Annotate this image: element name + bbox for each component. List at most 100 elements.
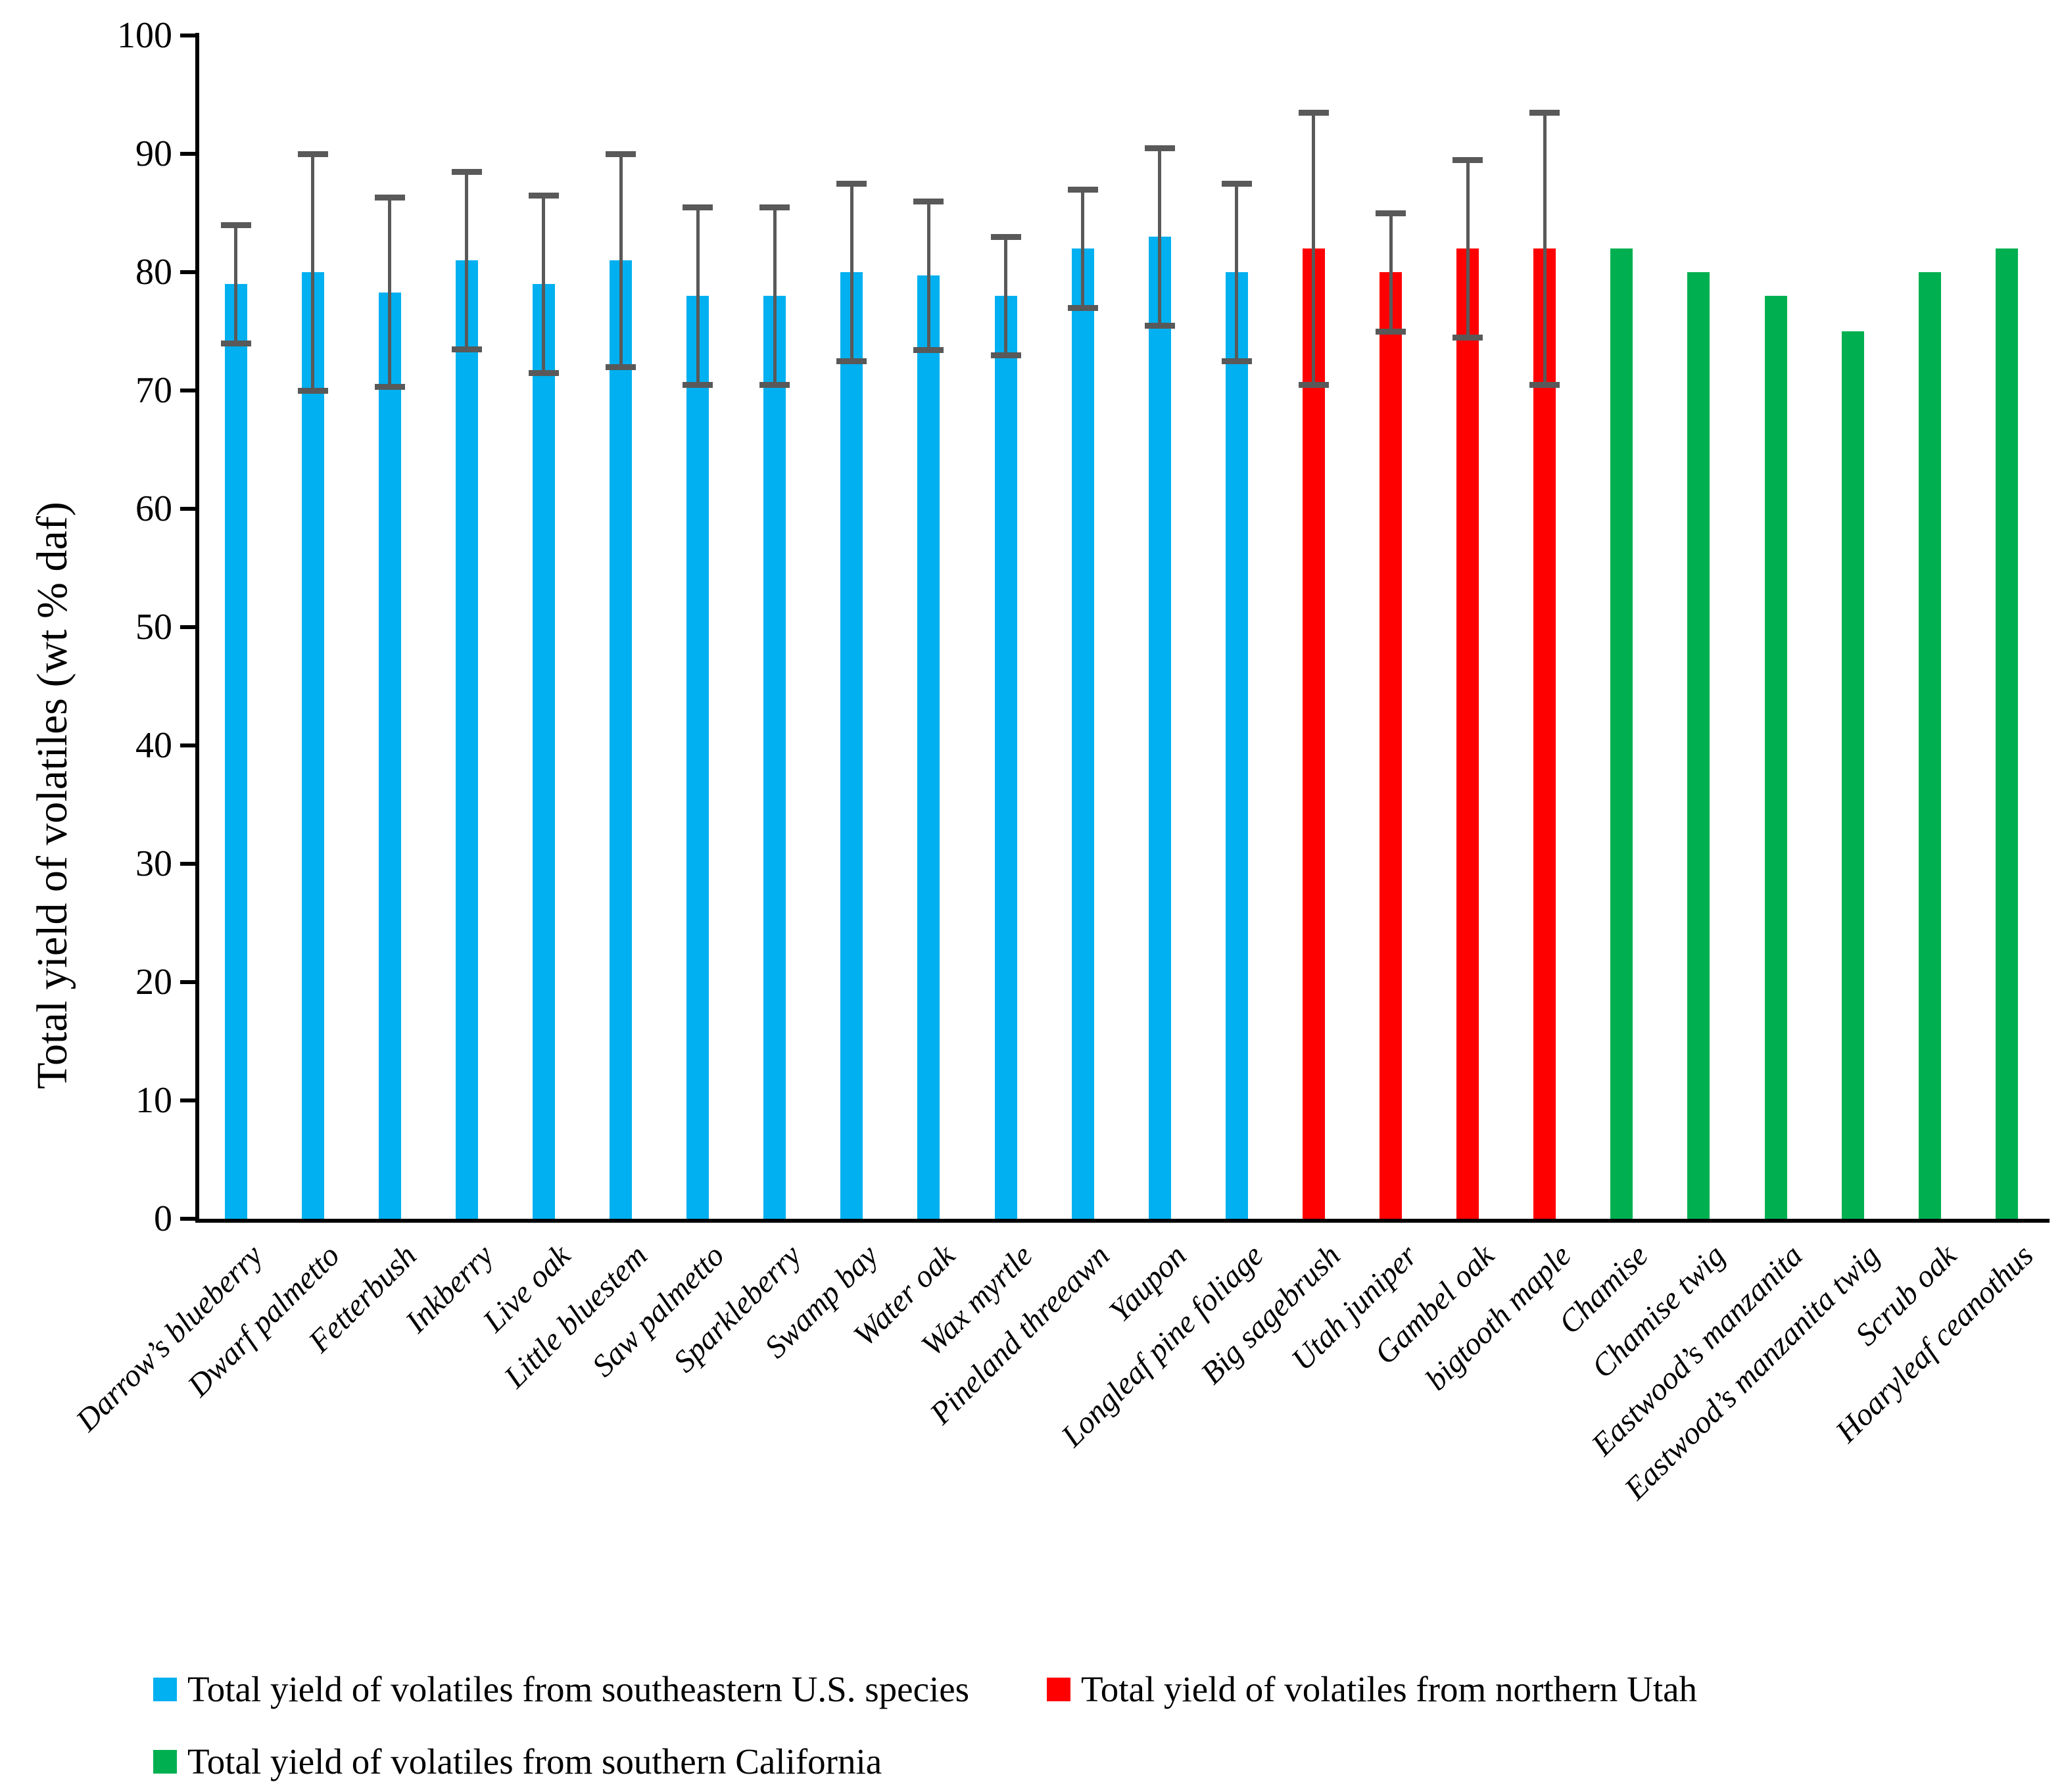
- error-bar-cap-bottom: [1144, 322, 1175, 329]
- bar-pineland-threeawn: [1071, 248, 1094, 1219]
- y-axis-tick: [180, 980, 197, 984]
- error-bar-cap-top: [374, 195, 405, 201]
- error-bar-cap-top: [606, 151, 636, 157]
- error-bar-line: [1389, 213, 1393, 331]
- y-tick-label: 50: [135, 607, 172, 648]
- bar-chamise-twig: [1687, 272, 1710, 1219]
- bar-eastwood-s-manzanita-twig: [1841, 331, 1864, 1219]
- bar-dwarf-palmetto: [301, 272, 324, 1219]
- error-bar-cap-top: [990, 233, 1021, 240]
- y-axis-tick: [180, 625, 197, 629]
- y-tick-label: 60: [135, 488, 172, 529]
- legend-label-northern-utah: Total yield of volatiles from northern U…: [1081, 1669, 1698, 1709]
- y-axis-tick: [180, 1098, 197, 1102]
- error-bar-line: [1158, 148, 1162, 325]
- error-bar-cap-top: [451, 168, 482, 175]
- error-bar-cap-top: [836, 180, 867, 187]
- error-bar-cap-top: [1376, 210, 1406, 216]
- x-axis-line: [195, 1219, 2050, 1223]
- y-tick-label: 70: [135, 370, 172, 411]
- error-bar-cap-bottom: [297, 387, 328, 394]
- error-bar-line: [1081, 189, 1085, 308]
- error-bar-line: [1235, 183, 1239, 361]
- bar-yaupon: [1148, 237, 1171, 1219]
- bar-fetterbush: [378, 292, 401, 1219]
- bar-saw-palmetto: [686, 296, 709, 1219]
- error-bar-line: [234, 225, 238, 343]
- error-bar-cap-top: [1298, 109, 1329, 116]
- error-bar-cap-bottom: [1067, 304, 1098, 311]
- error-bar-cap-bottom: [836, 358, 867, 364]
- y-tick-label: 90: [135, 133, 172, 174]
- error-bar-cap-bottom: [1529, 381, 1560, 388]
- y-tick-label: 30: [135, 843, 172, 884]
- error-bar-line: [1312, 112, 1316, 385]
- error-bar-cap-bottom: [759, 381, 790, 388]
- error-bar-line: [542, 195, 546, 373]
- error-bar-cap-top: [528, 192, 559, 199]
- bar-inkberry: [455, 260, 478, 1219]
- y-tick-label: 0: [154, 1198, 172, 1239]
- error-bar-cap-top: [220, 222, 251, 228]
- legend-swatch-southeastern-us: [153, 1678, 177, 1701]
- bar-eastwood-s-manzanita: [1764, 296, 1787, 1219]
- error-bar-cap-top: [297, 151, 328, 157]
- error-bar-cap-top: [1067, 186, 1098, 193]
- error-bar-line: [1543, 112, 1547, 385]
- error-bar-line: [388, 197, 392, 387]
- error-bar-cap-bottom: [990, 352, 1021, 358]
- error-bar-cap-top: [1221, 180, 1252, 187]
- y-axis-tick: [180, 862, 197, 866]
- error-bar-line: [773, 207, 777, 385]
- bar-wax-myrtle: [994, 296, 1017, 1219]
- error-bar-line: [926, 201, 930, 350]
- error-bar-cap-top: [1144, 145, 1175, 151]
- error-bar-cap-bottom: [1298, 381, 1329, 388]
- error-bar-cap-bottom: [528, 369, 559, 376]
- error-bar-cap-bottom: [683, 381, 713, 388]
- error-bar-cap-bottom: [606, 364, 636, 370]
- y-axis-tick: [180, 152, 197, 156]
- y-axis-tick: [180, 743, 197, 747]
- bar-swamp-bay: [840, 272, 863, 1219]
- y-axis-title: Total yield of volatiles (wt % daf): [28, 502, 76, 1089]
- legend-item-southeastern-us: Total yield of volatiles from southeaste…: [153, 1670, 969, 1709]
- y-axis-tick: [180, 389, 197, 392]
- error-bar-cap-bottom: [1221, 358, 1252, 364]
- error-bar-cap-bottom: [913, 347, 944, 354]
- error-bar-line: [311, 154, 315, 390]
- error-bar-line: [850, 183, 853, 361]
- legend-label-southern-california: Total yield of volatiles from southern C…: [187, 1741, 882, 1781]
- error-bar-line: [619, 154, 623, 367]
- y-tick-label: 10: [135, 1080, 172, 1121]
- bar-darrow-s-blueberry: [224, 284, 247, 1219]
- bar-longleaf-pine-foliage: [1225, 272, 1248, 1219]
- y-axis-tick: [180, 507, 197, 511]
- error-bar-cap-bottom: [374, 384, 405, 390]
- legend-swatch-southern-california: [153, 1750, 177, 1774]
- error-bar-cap-top: [1452, 156, 1483, 163]
- error-bar-line: [696, 207, 700, 385]
- y-tick-label: 20: [135, 962, 172, 1002]
- error-bar-line: [465, 172, 469, 349]
- bar-sparkleberry: [763, 296, 786, 1219]
- y-tick-label: 100: [117, 15, 172, 56]
- y-axis-tick: [180, 270, 197, 274]
- y-axis-tick: [180, 34, 197, 37]
- error-bar-cap-bottom: [1452, 334, 1483, 341]
- error-bar-cap-bottom: [451, 346, 482, 352]
- y-tick-label: 40: [135, 725, 172, 766]
- legend-item-southern-california: Total yield of volatiles from southern C…: [153, 1742, 882, 1781]
- error-bar-cap-bottom: [1376, 328, 1406, 335]
- error-bar-line: [1004, 237, 1008, 355]
- y-tick-label: 80: [135, 252, 172, 293]
- bar-water-oak: [917, 275, 940, 1219]
- legend-label-southeastern-us: Total yield of volatiles from southeaste…: [187, 1669, 970, 1709]
- bar-little-bluestem: [610, 260, 633, 1219]
- error-bar-cap-top: [683, 204, 713, 210]
- bar-bigtooth-maple: [1533, 248, 1556, 1219]
- legend-swatch-northern-utah: [1047, 1678, 1070, 1701]
- bar-hoaryleaf-ceanothus: [1995, 248, 2018, 1219]
- bar-gambel-oak: [1456, 248, 1479, 1219]
